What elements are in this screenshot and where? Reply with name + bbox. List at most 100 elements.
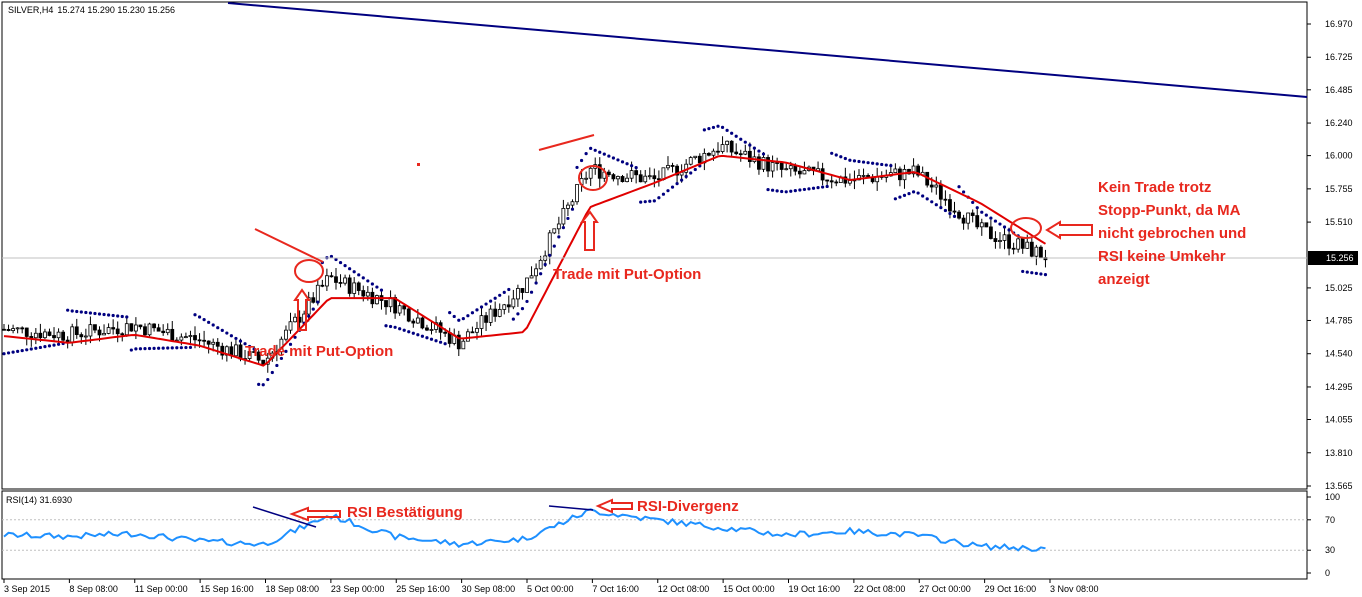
sar-dot: [830, 151, 834, 155]
sar-dot: [429, 337, 434, 341]
candle-body: [506, 304, 511, 308]
sar-dot: [466, 314, 470, 318]
sar-dot: [498, 293, 502, 297]
candle-body: [820, 168, 825, 181]
candle-body: [948, 199, 952, 212]
rsi-tick-label: 30: [1325, 545, 1335, 555]
sar-dot: [807, 187, 811, 191]
candle-body: [152, 323, 156, 329]
sar-dot: [97, 312, 102, 316]
candle-body: [961, 217, 966, 224]
candle-body: [443, 331, 448, 334]
candle-body: [1034, 246, 1039, 257]
date-tick-label: 7 Oct 16:00: [592, 584, 639, 594]
sar-dot: [393, 325, 397, 329]
sar-dot: [657, 196, 661, 200]
sar-dot: [443, 342, 447, 346]
date-tick-label: 15 Oct 00:00: [723, 584, 775, 594]
candle-body: [588, 167, 593, 179]
candle-body: [538, 259, 543, 270]
candle-body: [11, 328, 15, 331]
candle-body: [402, 305, 407, 310]
candle-body: [206, 340, 211, 345]
candle-body: [761, 157, 766, 170]
sar-dot: [684, 174, 688, 179]
sar-dot: [761, 152, 766, 156]
sar-dot: [434, 339, 438, 343]
sar-dot: [648, 199, 652, 203]
sar-dot: [930, 200, 934, 204]
price-tick-label: 15.510: [1325, 217, 1353, 227]
candle-body: [497, 309, 502, 317]
candle-body: [916, 165, 921, 176]
sar-dot: [311, 307, 315, 311]
sar-dot: [884, 163, 888, 167]
annotation-no-trade-line: anzeigt: [1098, 271, 1150, 288]
candle-body: [656, 178, 661, 181]
sar-dot: [316, 300, 320, 304]
annotation-no-trade-line: nicht gebrochen und: [1098, 225, 1246, 242]
candle-body: [74, 326, 79, 335]
candle-body: [575, 184, 579, 203]
candle-body: [2, 328, 6, 331]
sar-dot: [79, 310, 83, 314]
sar-dot: [561, 226, 565, 230]
sar-dot: [116, 314, 120, 318]
candle-body: [43, 331, 47, 339]
candle-body: [334, 276, 338, 283]
sar-dot: [989, 216, 993, 220]
sar-dot: [752, 146, 756, 150]
candle-body: [484, 315, 488, 323]
rsi-divergence-line-1: [252, 506, 317, 528]
sar-dot: [452, 314, 456, 319]
price-tick-label: 16.725: [1325, 52, 1353, 62]
sar-dot: [570, 207, 575, 211]
date-tick-label: 15 Sep 16:00: [200, 584, 254, 594]
moving-average-line: [3, 154, 1047, 367]
candle-body: [306, 297, 311, 315]
sar-dot: [270, 370, 274, 375]
sar-dot: [1030, 271, 1034, 275]
sar-dot: [730, 131, 734, 135]
sar-dot: [689, 171, 693, 175]
candle-body: [502, 304, 507, 310]
sar-dot: [388, 324, 393, 329]
candle-body: [83, 335, 88, 338]
sar-dot: [784, 190, 788, 194]
annotation-put-option-1: Trade mit Put-Option: [245, 343, 393, 360]
sar-dot: [711, 125, 716, 130]
sar-dot: [825, 184, 829, 189]
sar-dot: [257, 382, 261, 386]
sar-dot: [252, 347, 256, 351]
sar-dot: [275, 363, 279, 368]
sar-dot: [370, 282, 374, 286]
candle-body: [620, 176, 625, 183]
candle-body: [415, 317, 420, 324]
candle-body: [793, 165, 798, 172]
sar-dot: [630, 164, 634, 168]
sar-dot: [720, 125, 725, 129]
annotation-no-trade-line: RSI keine Umkehr: [1098, 248, 1226, 265]
candle-body: [666, 165, 670, 169]
date-tick-label: 12 Oct 08:00: [658, 584, 710, 594]
sar-dot: [88, 311, 93, 315]
candle-body: [634, 170, 639, 176]
sar-dot: [211, 323, 215, 327]
candle-body: [729, 140, 734, 153]
sar-dot: [461, 317, 465, 321]
candle-body: [534, 268, 538, 277]
sar-dot: [848, 158, 852, 162]
current-price-box: [1308, 251, 1358, 265]
candle-body: [688, 157, 693, 165]
sar-dot: [984, 213, 988, 217]
sar-dot: [743, 140, 747, 144]
candle-body: [966, 212, 971, 224]
candle-body: [970, 212, 975, 216]
candle-body: [215, 341, 220, 347]
sar-dot: [1002, 225, 1007, 229]
candle-body: [311, 297, 316, 303]
sar-dot: [11, 350, 15, 354]
sar-dot: [357, 273, 361, 277]
candle-body: [188, 335, 193, 338]
